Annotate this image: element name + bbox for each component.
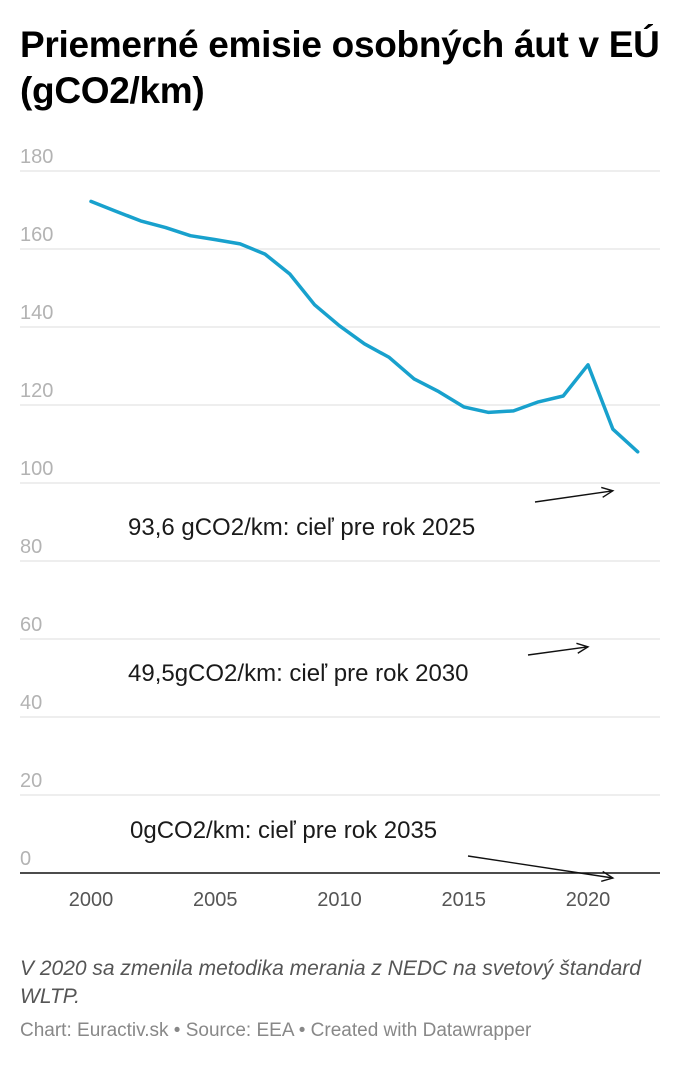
chart-credits: Chart: Euractiv.sk • Source: EEA • Creat… [20,1020,532,1041]
x-tick-label: 2015 [442,889,487,911]
annotation-label: 93,6 gCO2/km: cieľ pre rok 2025 [128,514,475,541]
y-axis-ticks: 0 20 40 60 80 100 120 140 160 180 [20,146,53,870]
annotation-label: 49,5gCO2/km: cieľ pre rok 2030 [128,660,469,687]
y-tick-label: 100 [20,458,53,480]
line-chart: 0 20 40 60 80 100 120 140 160 180 2000 2005 2010 201… [20,146,660,911]
annotation-label: 0gCO2/km: cieľ pre rok 2035 [130,817,437,844]
y-tick-label: 40 [20,692,42,714]
x-tick-label: 2010 [317,889,362,911]
annotation-arrow [467,855,615,882]
y-tick-label: 60 [20,614,42,636]
y-tick-label: 20 [20,770,42,792]
y-tick-label: 120 [20,380,53,402]
annotation-arrow [534,486,615,503]
x-tick-label: 2000 [69,889,114,911]
y-tick-label: 180 [20,146,53,168]
y-tick-label: 140 [20,302,53,324]
y-tick-label: 0 [20,848,31,870]
y-tick-label: 80 [20,536,42,558]
x-tick-label: 2020 [566,889,611,911]
x-tick-label: 2005 [193,889,238,911]
chart-note: V 2020 sa zmenila metodika merania z NED… [20,957,641,1008]
y-tick-label: 160 [20,224,53,246]
annotations: 93,6 gCO2/km: cieľ pre rok 2025 49,5gCO2/… [128,486,615,882]
x-axis-ticks: 2000 2005 2010 2015 2020 [69,889,611,911]
annotation-arrow [527,642,590,656]
chart-title: Priemerné emisie osobných áut v EÚ (gCO2… [20,24,660,111]
emissions-line [89,199,640,454]
